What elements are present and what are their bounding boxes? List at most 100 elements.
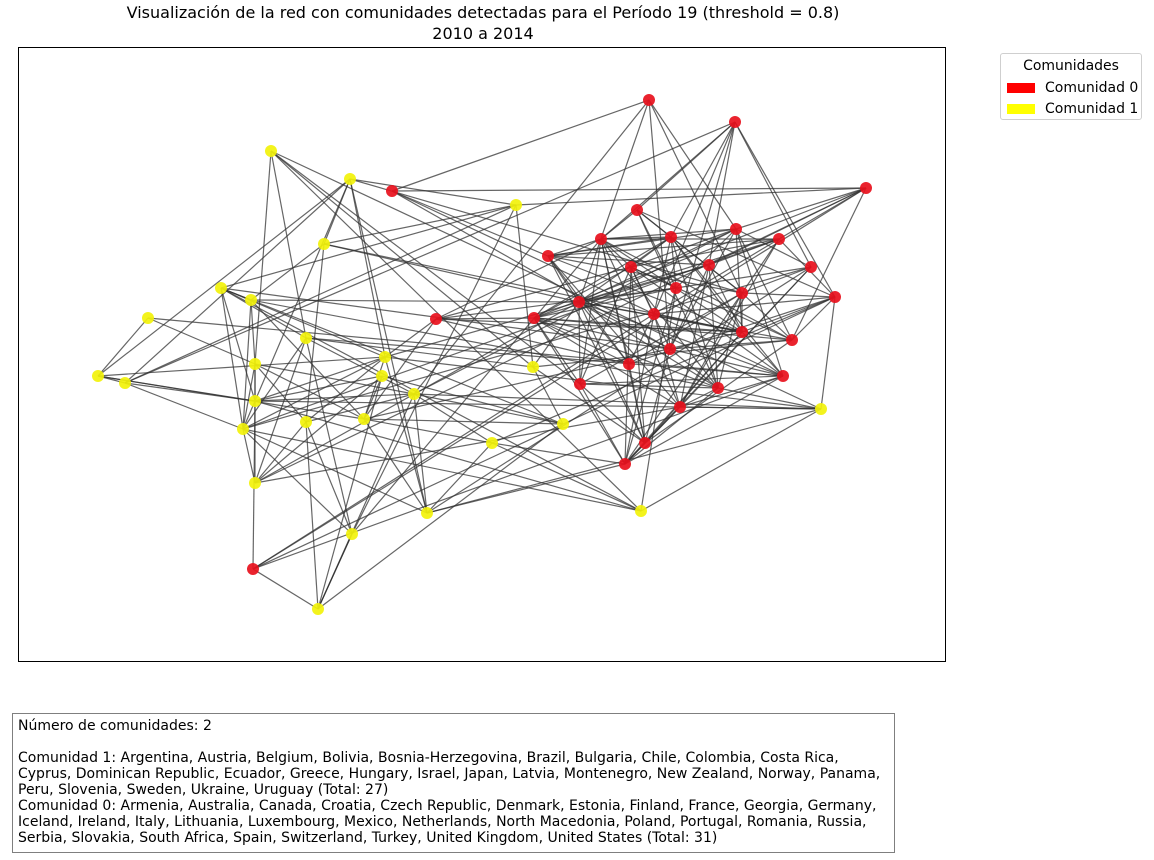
node-comunidad-1 xyxy=(312,603,324,615)
node-comunidad-0 xyxy=(625,261,637,273)
node-comunidad-0 xyxy=(665,231,677,243)
node-comunidad-0 xyxy=(386,185,398,197)
network-edge xyxy=(363,418,564,425)
node-comunidad-0 xyxy=(703,259,715,271)
node-comunidad-0 xyxy=(829,291,841,303)
network-edge xyxy=(547,255,630,365)
network-edge xyxy=(600,121,736,240)
network-edge xyxy=(97,356,386,377)
network-edge xyxy=(741,292,793,341)
node-comunidad-0 xyxy=(736,326,748,338)
network-edge xyxy=(670,236,784,377)
network-edge xyxy=(630,266,784,377)
network-edge xyxy=(220,204,517,289)
network-edge xyxy=(317,375,383,610)
network-edge xyxy=(734,121,836,298)
network-edge xyxy=(547,255,646,444)
network-edge xyxy=(254,375,383,402)
network-edge xyxy=(435,266,632,320)
network-edge xyxy=(254,178,351,402)
network-edge xyxy=(600,238,632,268)
network-edge xyxy=(640,287,677,512)
network-edge xyxy=(533,317,719,389)
node-comunidad-1 xyxy=(92,370,104,382)
node-comunidad-1 xyxy=(346,528,358,540)
node-comunidad-1 xyxy=(344,173,356,185)
network-edge xyxy=(741,238,780,294)
network-edge xyxy=(578,301,784,377)
network-edge xyxy=(717,292,743,389)
chart-title: Visualización de la red con comunidades … xyxy=(126,3,840,22)
network-edge xyxy=(250,299,719,389)
network-edge xyxy=(305,421,319,610)
node-comunidad-0 xyxy=(670,282,682,294)
network-edge xyxy=(413,393,564,425)
network-edge xyxy=(624,387,719,465)
network-edge xyxy=(533,317,793,341)
node-comunidad-0 xyxy=(712,382,724,394)
network-edge xyxy=(426,442,493,514)
network-edge xyxy=(547,228,737,257)
network-edge xyxy=(254,393,415,402)
network-edge xyxy=(717,387,822,410)
network-edge xyxy=(708,264,743,333)
network-edge xyxy=(384,356,428,514)
network-edge xyxy=(579,383,626,465)
network-edge xyxy=(363,331,743,420)
network-edge xyxy=(252,375,784,570)
network-edge xyxy=(578,238,780,303)
node-comunidad-0 xyxy=(619,458,631,470)
network-edge xyxy=(491,442,626,465)
node-comunidad-1 xyxy=(249,395,261,407)
node-comunidad-0 xyxy=(730,223,742,235)
node-comunidad-1 xyxy=(300,416,312,428)
network-edge xyxy=(254,363,415,395)
node-comunidad-1 xyxy=(215,282,227,294)
node-comunidad-0 xyxy=(573,296,585,308)
network-edge xyxy=(270,150,822,410)
network-edge xyxy=(254,363,365,420)
node-comunidad-1 xyxy=(358,413,370,425)
node-comunidad-0 xyxy=(786,334,798,346)
network-edge xyxy=(679,406,822,410)
network-edge xyxy=(426,463,626,514)
network-edge xyxy=(220,287,564,425)
node-comunidad-1 xyxy=(265,145,277,157)
legend-entry-comunidad-0: Comunidad 0 xyxy=(1007,79,1138,97)
network-edge xyxy=(381,375,564,425)
community-info-box: Número de comunidades: 2 Comunidad 1: Ar… xyxy=(12,713,895,853)
network-edge xyxy=(735,187,867,230)
node-comunidad-1 xyxy=(379,351,391,363)
network-edge xyxy=(242,428,428,514)
node-comunidad-0 xyxy=(595,233,607,245)
community-0-list: Comunidad 0: Armenia, Australia, Canada,… xyxy=(18,798,877,846)
network-edge xyxy=(252,313,655,570)
node-comunidad-0 xyxy=(542,250,554,262)
node-comunidad-0 xyxy=(574,378,586,390)
network-edge xyxy=(679,375,784,408)
node-comunidad-1 xyxy=(318,238,330,250)
network-edge xyxy=(349,178,743,294)
network-edge xyxy=(533,266,632,319)
network-edge xyxy=(741,292,836,298)
node-comunidad-0 xyxy=(247,563,259,575)
network-edge xyxy=(270,150,581,385)
legend-label: Comunidad 1 xyxy=(1045,101,1139,117)
node-comunidad-1 xyxy=(408,388,420,400)
network-edge xyxy=(254,400,642,512)
network-edge xyxy=(384,301,580,358)
num-communities-text: Número de comunidades: 2 xyxy=(18,718,212,734)
node-comunidad-1 xyxy=(635,505,647,517)
node-comunidad-0 xyxy=(674,401,686,413)
network-edge xyxy=(734,121,812,268)
network-edge xyxy=(305,337,534,368)
network-edge xyxy=(305,337,353,535)
network-edge xyxy=(533,187,867,319)
network-edge xyxy=(648,99,737,230)
network-edge xyxy=(624,292,743,465)
network-edge xyxy=(323,243,580,303)
network-edge xyxy=(254,375,383,484)
network-edge xyxy=(363,356,386,420)
network-edge xyxy=(351,238,602,535)
network-edge xyxy=(363,375,383,420)
